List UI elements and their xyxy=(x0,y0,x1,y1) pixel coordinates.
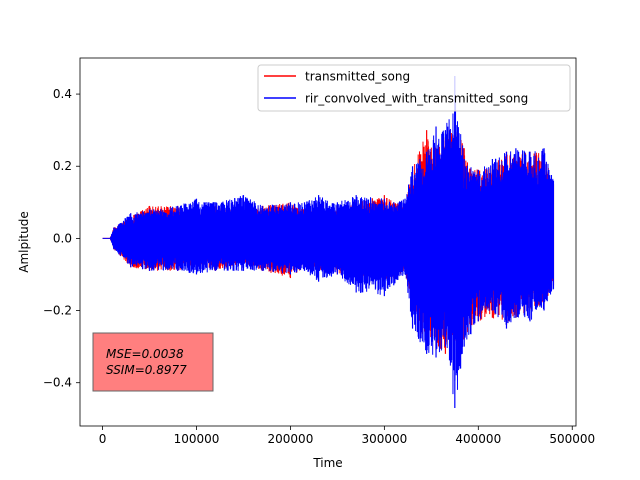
y-tick-label: 0.2 xyxy=(53,159,72,173)
metrics-box xyxy=(92,332,214,392)
y-axis: −0.4 −0.2 0.0 0.2 0.4 xyxy=(43,87,80,390)
series-line xyxy=(102,96,554,395)
legend-label-rir-convolved: rir_convolved_with_transmitted_song xyxy=(305,92,528,106)
series-layer xyxy=(102,76,555,408)
x-tick-label: 400000 xyxy=(455,432,501,446)
x-tick-label: 200000 xyxy=(268,432,314,446)
x-tick-label: 300000 xyxy=(361,432,407,446)
x-axis: 0 100000 200000 300000 400000 500000 xyxy=(99,426,595,446)
y-tick-label: −0.2 xyxy=(43,304,72,318)
legend-label-transmitted-song: transmitted_song xyxy=(305,70,410,84)
x-tick-label: 500000 xyxy=(549,432,595,446)
legend: transmitted_song rir_convolved_with_tran… xyxy=(257,64,571,112)
series-1 xyxy=(102,76,555,408)
plot-frame xyxy=(79,57,577,427)
y-axis-label: Amlpitude xyxy=(17,211,31,273)
x-axis-label: Time xyxy=(312,456,342,470)
y-tick-label: 0.4 xyxy=(53,87,72,101)
y-tick-label: −0.4 xyxy=(43,376,72,390)
y-tick-label: 0.0 xyxy=(53,231,72,245)
mse-text: MSE=0.0038 xyxy=(106,347,184,361)
metrics-annotation: MSE=0.0038 SSIM=0.8977 xyxy=(92,332,214,392)
legend-frame xyxy=(257,64,571,112)
ssim-text: SSIM=0.8977 xyxy=(106,363,187,377)
x-tick-label: 100000 xyxy=(174,432,220,446)
x-tick-label: 0 xyxy=(99,432,107,446)
